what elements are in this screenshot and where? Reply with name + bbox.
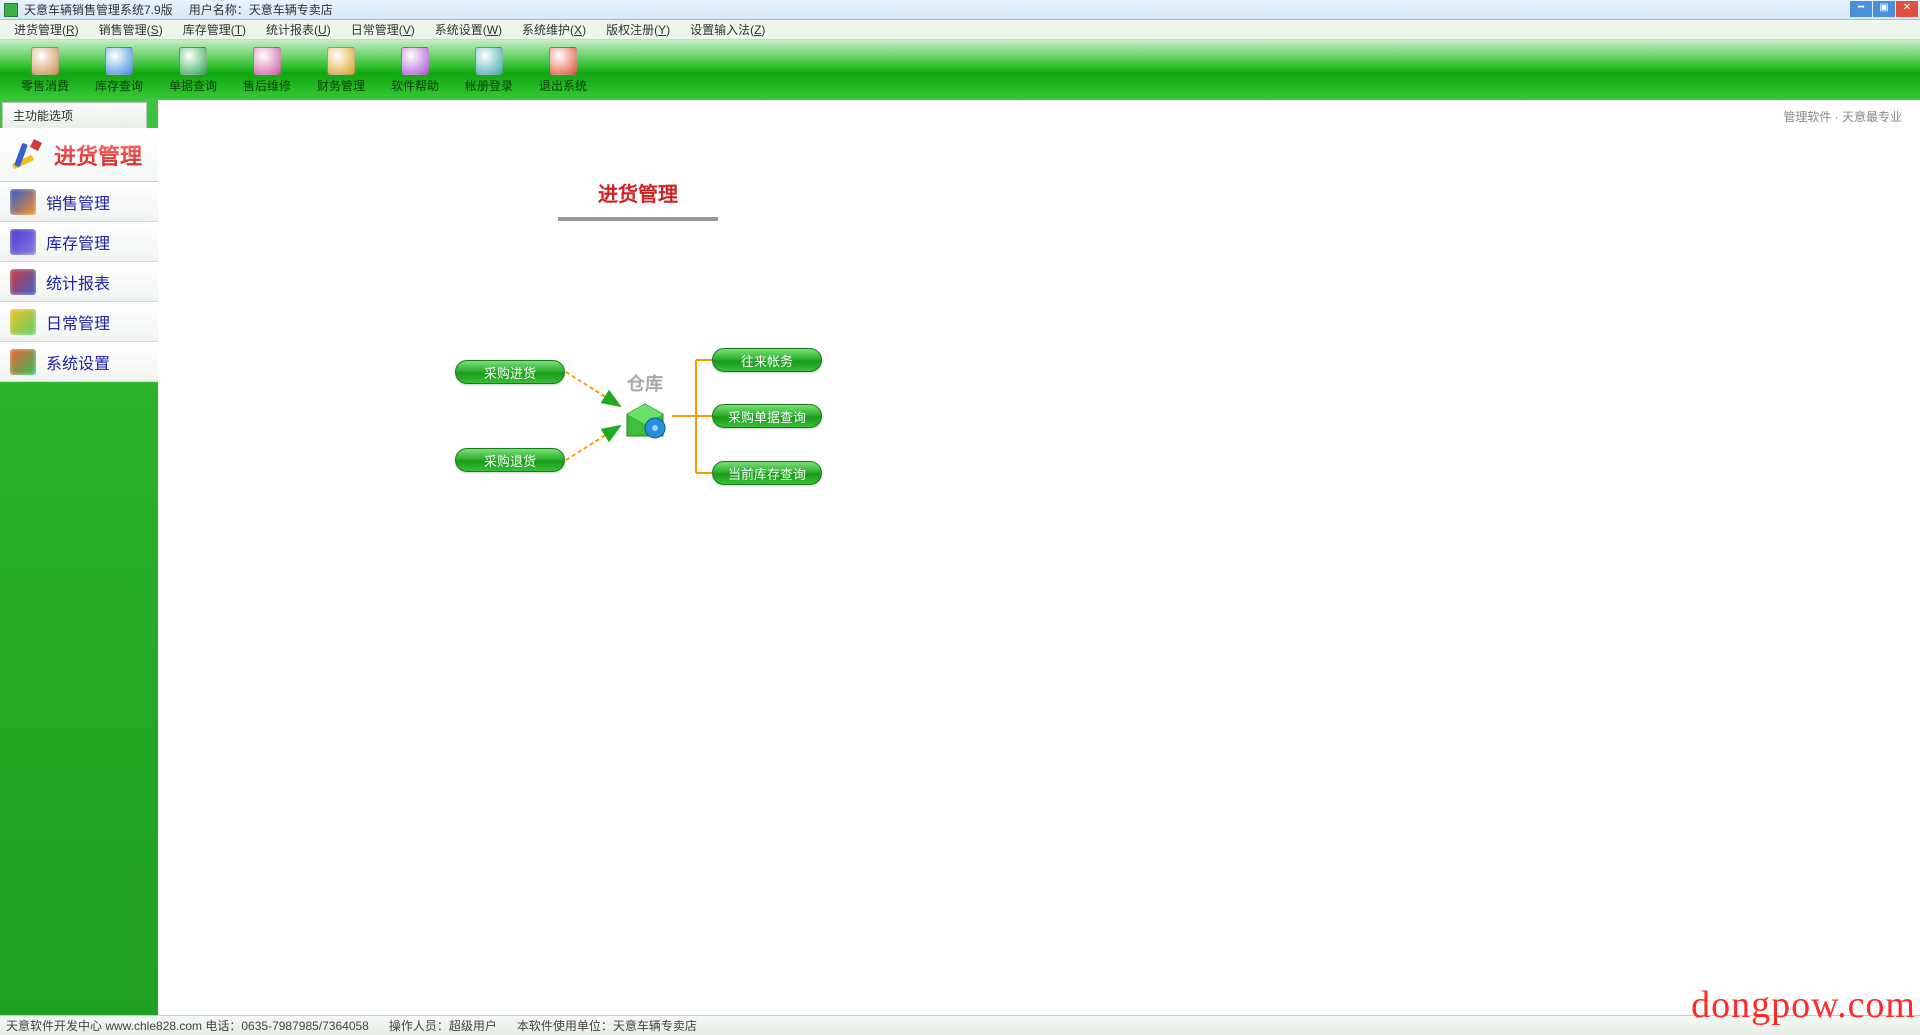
toolbar-btn-7[interactable]: 退出系统 — [530, 43, 596, 97]
flow-title: 进货管理 — [558, 178, 718, 213]
close-button[interactable]: ✕ — [1896, 1, 1918, 17]
toolbar-btn-3[interactable]: 售后维修 — [234, 43, 300, 97]
toolbar-icon — [401, 47, 429, 75]
flow-purchase-in[interactable]: 采购进货 — [455, 360, 565, 384]
toolbar-label: 退出系统 — [539, 77, 587, 94]
menu-item-1[interactable]: 销售管理(S) — [89, 19, 173, 40]
sidebar-item-label: 统计报表 — [46, 270, 110, 294]
menu-item-3[interactable]: 统计报表(U) — [256, 19, 341, 40]
toolbar: 零售消费 库存查询 单据查询 售后维修 财务管理 软件帮助 帐册登录 退出系统 — [0, 40, 1920, 100]
toolbar-btn-4[interactable]: 财务管理 — [308, 43, 374, 97]
pencil-ruler-icon — [8, 135, 48, 175]
flow-connectors — [158, 100, 1058, 600]
pill-label: 采购退货 — [484, 451, 536, 470]
toolbar-btn-0[interactable]: 零售消费 — [12, 43, 78, 97]
sidebar-item-3[interactable]: 日常管理 — [0, 302, 158, 342]
sidebar-item-2[interactable]: 统计报表 — [0, 262, 158, 302]
flow-purchase-query[interactable]: 采购单据查询 — [712, 404, 822, 428]
menu-item-8[interactable]: 设置输入法(Z) — [680, 19, 775, 40]
toolbar-icon — [549, 47, 577, 75]
flow-purchase-return[interactable]: 采购退货 — [455, 448, 565, 472]
flow-accounts[interactable]: 往来帐务 — [712, 348, 822, 372]
toolbar-icon — [31, 47, 59, 75]
title-bar: 天意车辆销售管理系统7.9版 用户名称：天意车辆专卖店 ━ ▣ ✕ — [0, 0, 1920, 20]
toolbar-label: 库存查询 — [95, 77, 143, 94]
toolbar-label: 单据查询 — [169, 77, 217, 94]
watermark: dongpow.com — [1691, 983, 1916, 1027]
sidebar-item-icon — [10, 309, 36, 335]
toolbar-label: 财务管理 — [317, 77, 365, 94]
top-right-slogan: 管理软件 · 天意最专业 — [1783, 108, 1902, 125]
pill-label: 采购单据查询 — [728, 407, 806, 426]
sidebar-item-0[interactable]: 销售管理 — [0, 182, 158, 222]
toolbar-btn-2[interactable]: 单据查询 — [160, 43, 226, 97]
sidebar-item-icon — [10, 229, 36, 255]
sidebar-item-label: 库存管理 — [46, 230, 110, 254]
minimize-button[interactable]: ━ — [1850, 1, 1872, 17]
menu-item-2[interactable]: 库存管理(T) — [173, 19, 256, 40]
toolbar-icon — [327, 47, 355, 75]
toolbar-icon — [105, 47, 133, 75]
pill-label: 往来帐务 — [741, 351, 793, 370]
status-bar: 天意软件开发中心 www.chle828.com 电话：0635-7987985… — [0, 1015, 1920, 1035]
maximize-button[interactable]: ▣ — [1873, 1, 1895, 17]
pill-label: 采购进货 — [484, 363, 536, 382]
toolbar-label: 软件帮助 — [391, 77, 439, 94]
warehouse-node: 仓库 — [613, 370, 677, 440]
sidebar-tab[interactable]: 主功能选项 — [2, 102, 147, 128]
sidebar-item-label: 日常管理 — [46, 310, 110, 334]
sidebar-active-label: 进货管理 — [54, 139, 142, 171]
sidebar-tab-label: 主功能选项 — [13, 107, 73, 124]
warehouse-icon — [621, 400, 669, 440]
toolbar-btn-6[interactable]: 帐册登录 — [456, 43, 522, 97]
user-label: 用户名称：天意车辆专卖店 — [189, 1, 333, 18]
status-dev: 天意软件开发中心 www.chle828.com 电话：0635-7987985… — [6, 1017, 369, 1034]
flow-title-wrap: 进货管理 — [558, 178, 718, 221]
app-icon — [4, 3, 18, 17]
menu-item-4[interactable]: 日常管理(V) — [341, 19, 425, 40]
sidebar-item-label: 系统设置 — [46, 350, 110, 374]
sidebar-active-header[interactable]: 进货管理 — [0, 128, 158, 182]
flow-stock-query[interactable]: 当前库存查询 — [712, 461, 822, 485]
toolbar-label: 零售消费 — [21, 77, 69, 94]
toolbar-label: 售后维修 — [243, 77, 291, 94]
flow-title-underline — [558, 217, 718, 221]
menu-item-5[interactable]: 系统设置(W) — [425, 19, 512, 40]
sidebar-item-icon — [10, 189, 36, 215]
app-title: 天意车辆销售管理系统7.9版 — [24, 1, 173, 18]
status-unit: 本软件使用单位：天意车辆专卖店 — [517, 1017, 697, 1034]
warehouse-label: 仓库 — [613, 370, 677, 396]
toolbar-btn-5[interactable]: 软件帮助 — [382, 43, 448, 97]
sidebar-item-label: 销售管理 — [46, 190, 110, 214]
sidebar-item-4[interactable]: 系统设置 — [0, 342, 158, 382]
menu-bar: 进货管理(R)销售管理(S)库存管理(T)统计报表(U)日常管理(V)系统设置(… — [0, 20, 1920, 40]
toolbar-btn-1[interactable]: 库存查询 — [86, 43, 152, 97]
menu-item-0[interactable]: 进货管理(R) — [4, 19, 89, 40]
sidebar-item-icon — [10, 269, 36, 295]
toolbar-icon — [179, 47, 207, 75]
sidebar-item-1[interactable]: 库存管理 — [0, 222, 158, 262]
pill-label: 当前库存查询 — [728, 464, 806, 483]
menu-item-7[interactable]: 版权注册(Y) — [596, 19, 680, 40]
menu-item-6[interactable]: 系统维护(X) — [512, 19, 596, 40]
content-canvas: 管理软件 · 天意最专业 进货管理 — [158, 100, 1920, 1015]
toolbar-icon — [253, 47, 281, 75]
status-operator: 操作人员：超级用户 — [389, 1017, 497, 1034]
toolbar-icon — [475, 47, 503, 75]
toolbar-label: 帐册登录 — [465, 77, 513, 94]
sidebar: 主功能选项 进货管理 销售管理库存管理统计报表日常管理系统设置 — [0, 100, 158, 1015]
sidebar-item-icon — [10, 349, 36, 375]
